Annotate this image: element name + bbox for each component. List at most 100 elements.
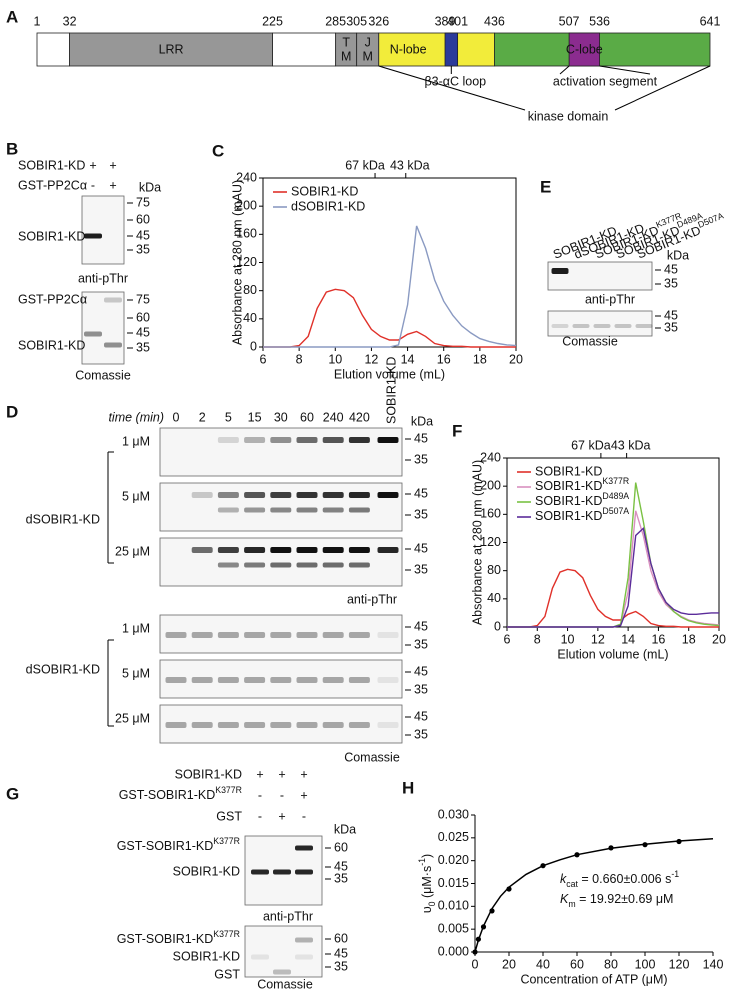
band-label: SOBIR1-KD <box>18 338 85 352</box>
band-label: SOBIR1-KD <box>173 949 240 963</box>
gel <box>81 291 125 365</box>
gel-band <box>614 324 632 328</box>
callout <box>614 65 711 111</box>
legend-label: SOBIR1-KDD507A <box>535 506 629 523</box>
residue-number: 401 <box>447 14 468 28</box>
gel-band <box>165 722 187 728</box>
marker-label: 35 <box>414 452 428 466</box>
row-label: GST-SOBIR1-KDK377R <box>119 785 242 802</box>
blot-caption: anti-pThr <box>78 271 128 285</box>
domain-box <box>36 32 70 67</box>
x-tick-label: 8 <box>296 352 303 366</box>
band-label-part: K377R <box>213 836 240 846</box>
kda-label: kDa <box>334 822 356 836</box>
panel-label: D <box>6 402 18 421</box>
gel-band <box>270 722 292 728</box>
gel-band <box>217 507 239 513</box>
gel-band <box>244 632 266 638</box>
lane-sign: - <box>258 788 262 802</box>
marker-label: 35 <box>136 242 150 256</box>
lane-sign: - <box>258 809 262 823</box>
gel-band <box>270 492 292 498</box>
lane-sign: - <box>280 788 284 802</box>
row-label: GST <box>216 809 242 823</box>
legend-label-part: SOBIR1-KD <box>535 509 602 523</box>
gel-band <box>322 677 344 683</box>
y-tick-label: 160 <box>480 507 501 521</box>
gel-band <box>165 632 187 638</box>
y-tick-label: 120 <box>236 255 257 269</box>
gel-band <box>217 632 239 638</box>
domain-label: C-lobe <box>566 42 603 56</box>
n-lobe <box>378 32 495 67</box>
lane-sign: + <box>300 788 307 802</box>
x-tick-label: 40 <box>536 957 550 971</box>
gel-band <box>377 437 399 443</box>
panel-label: G <box>6 784 19 803</box>
concentration: 1 μM <box>122 434 150 448</box>
gel-band <box>348 562 370 568</box>
blot-caption: Comassie <box>257 977 313 991</box>
panel-label: B <box>6 139 18 158</box>
marker-label: 60 <box>136 212 150 226</box>
legend-label: SOBIR1-KDD489A <box>535 491 629 508</box>
row-label: GST-PP2Cα <box>18 178 87 192</box>
marker-label: 35 <box>414 727 428 741</box>
residue-number: 225 <box>262 14 283 28</box>
gel-band <box>296 507 318 513</box>
gel-band <box>270 437 292 443</box>
gel-band <box>295 845 313 851</box>
gel <box>547 310 653 337</box>
gel-band <box>251 954 269 960</box>
annotation: activation segment <box>553 74 658 88</box>
y-tick-label: 120 <box>480 535 501 549</box>
gel-band <box>551 324 569 328</box>
time-value: 420 <box>349 410 370 424</box>
gel-band <box>295 937 313 943</box>
gel-band <box>296 547 318 553</box>
marker-label: 45 <box>414 664 428 678</box>
residue-number: 436 <box>484 14 505 28</box>
domain-label: J <box>365 35 371 49</box>
gel-band <box>217 492 239 498</box>
gel-band <box>104 342 122 348</box>
x-axis-label: Elution volume (mL) <box>334 367 445 381</box>
b3-ac-loop <box>444 32 459 67</box>
marker-label: 45 <box>664 262 678 276</box>
marker-label: 75 <box>136 292 150 306</box>
gel-band <box>165 677 187 683</box>
concentration: 5 μM <box>122 666 150 680</box>
annotation-part: = 19.92±0.69 μM <box>576 892 674 906</box>
residue-number: 536 <box>589 14 610 28</box>
panel-label: F <box>452 421 462 440</box>
gel-band <box>244 507 266 513</box>
gel-band <box>322 507 344 513</box>
marker-label: 45 <box>136 228 150 242</box>
gel-band <box>377 547 399 553</box>
gel-band <box>322 547 344 553</box>
domain-box <box>272 32 337 67</box>
annotation-part: = 0.660±0.006 s <box>578 872 671 886</box>
y-axis-label-part: 0 <box>427 901 437 906</box>
time-value: 240 <box>323 410 344 424</box>
gel-band <box>273 969 291 975</box>
marker-label: 45 <box>136 325 150 339</box>
gel-band <box>191 722 213 728</box>
y-tick-label: 200 <box>236 198 257 212</box>
gel <box>159 537 403 587</box>
x-tick-label: 12 <box>591 632 605 646</box>
legend-label-part: D507A <box>602 506 629 516</box>
gel-band <box>295 869 313 875</box>
concentration: 5 μM <box>122 489 150 503</box>
lane-sign: + <box>300 767 307 781</box>
gel-band <box>348 507 370 513</box>
data-point <box>608 845 614 851</box>
gel-band <box>251 869 269 875</box>
gel-band <box>296 562 318 568</box>
annotation: β3-αC loop <box>424 74 486 88</box>
gel-band <box>244 677 266 683</box>
annotation-part: -1 <box>671 869 679 879</box>
lane-sign: + <box>278 809 285 823</box>
gel-band <box>377 632 399 638</box>
legend-label: SOBIR1-KDK377R <box>535 476 629 493</box>
